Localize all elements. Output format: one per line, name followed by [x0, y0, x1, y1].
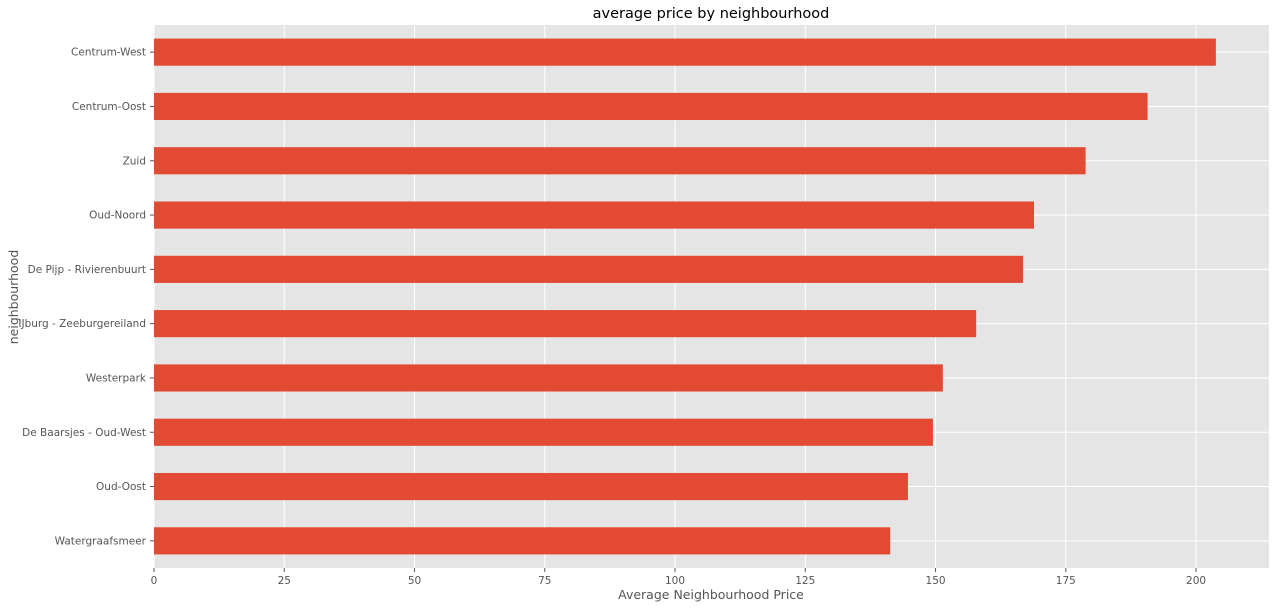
chart-title: average price by neighbourhood: [593, 6, 830, 22]
y-axis-title: neighbourhood: [6, 250, 21, 345]
x-tick-label: 100: [665, 575, 685, 587]
y-tick-labels: Centrum-West Centrum-Oost Zuid Oud-Noord De …: [18, 47, 154, 547]
x-tick-label: 75: [538, 575, 551, 587]
bar: [154, 147, 1086, 175]
bar: [154, 418, 933, 446]
y-tick-label: De Pijp - Rivierenbuurt: [28, 264, 146, 276]
y-tick-label: Centrum-West: [71, 47, 146, 59]
bars: [154, 38, 1216, 555]
bar: [154, 472, 908, 501]
y-tick-label: IJburg - Zeeburgereiland: [18, 318, 146, 330]
y-tick-label: Oud-Oost: [96, 481, 146, 493]
y-tick-label: De Baarsjes - Oud-West: [22, 427, 146, 439]
bar: [154, 201, 1035, 229]
y-tick-label: Centrum-Oost: [72, 101, 146, 113]
bar: [154, 38, 1216, 66]
y-tick-label: Zuid: [123, 155, 146, 167]
bar: [154, 364, 943, 392]
x-tick-label: 25: [278, 575, 291, 587]
y-tick-label: Oud-Noord: [89, 210, 146, 222]
x-tick-label: 200: [1186, 575, 1206, 587]
bar: [154, 255, 1024, 283]
y-tick-label: Watergraafsmeer: [55, 535, 147, 547]
bar: [154, 310, 977, 338]
bar: [154, 92, 1148, 121]
x-tick-labels: 0 25 50 75 100 125 150 175 200: [151, 568, 1206, 587]
y-tick-label: Westerpark: [86, 372, 147, 384]
bar: [154, 527, 891, 555]
x-tick-label: 50: [408, 575, 421, 587]
x-tick-label: 150: [926, 575, 946, 587]
x-tick-label: 0: [151, 575, 158, 587]
x-axis-title: Average Neighbourhood Price: [618, 587, 804, 602]
x-tick-label: 175: [1056, 575, 1076, 587]
x-tick-label: 125: [795, 575, 815, 587]
